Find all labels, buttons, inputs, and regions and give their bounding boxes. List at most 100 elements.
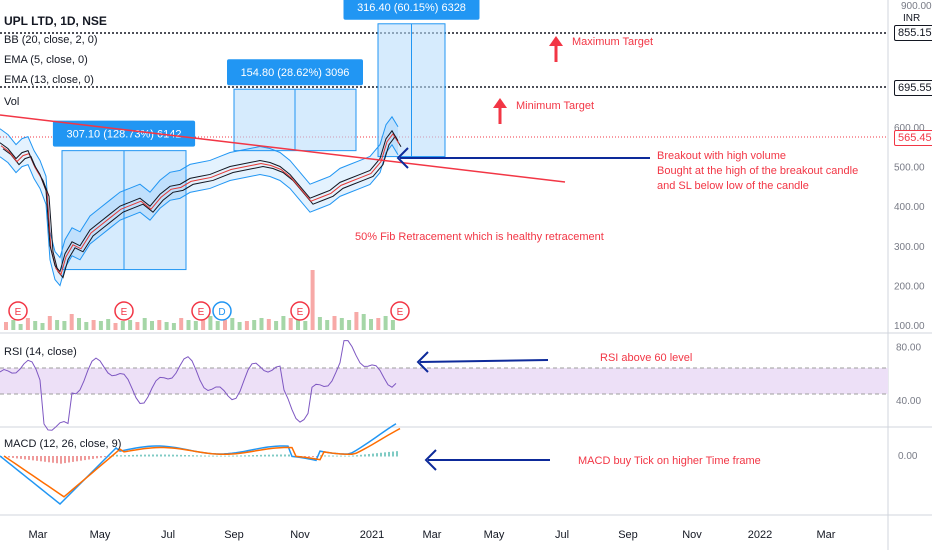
event-marker-1[interactable] — [114, 301, 134, 321]
macd-histogram-bar — [364, 454, 366, 457]
macd-histogram-bar — [344, 455, 346, 457]
macd-histogram-bar — [380, 452, 382, 457]
volume-bar — [252, 320, 257, 330]
macd-histogram-bar — [72, 456, 74, 462]
rsi-tick-80: 80.00 — [896, 342, 921, 353]
macd-histogram-bar — [184, 454, 186, 457]
volume-bar — [361, 314, 366, 330]
min-target-up-arrow[interactable] — [493, 98, 507, 124]
macd-histogram-bar — [204, 455, 206, 457]
event-marker-2[interactable] — [191, 301, 211, 321]
volume-bar — [142, 318, 147, 330]
macd-histogram-bar — [228, 455, 230, 457]
event-marker-label-4: E — [297, 307, 304, 318]
volume-bar — [4, 322, 8, 330]
max-target-price-badge[interactable]: 855.15 — [894, 25, 932, 41]
macd-histogram-bar — [324, 455, 326, 457]
macd-histogram-bar — [156, 454, 158, 457]
volume-bar — [230, 318, 235, 330]
volume-bar — [332, 316, 337, 330]
last-price-badge[interactable]: 565.45 — [894, 130, 932, 146]
time-tick-1: May — [90, 529, 111, 541]
macd-histogram-bar — [8, 456, 10, 458]
macd-histogram-bar — [104, 456, 106, 458]
macd-histogram-bar — [100, 456, 102, 458]
macd-histogram-bar — [348, 455, 350, 457]
macd-histogram-bar — [56, 456, 58, 464]
macd-histogram-bar — [368, 454, 370, 457]
volume-bar — [259, 318, 264, 330]
rsi-note-label: RSI above 60 level — [600, 352, 693, 364]
event-marker-0[interactable] — [8, 301, 28, 321]
macd-histogram-bar — [264, 454, 266, 457]
time-tick-5: 2021 — [360, 529, 384, 541]
macd-histogram-bar — [120, 455, 122, 457]
macd-histogram-bar — [236, 455, 238, 457]
breakout-label-3: and SL below low of the candle — [657, 180, 809, 192]
volume-bar — [215, 321, 220, 330]
volume-bar — [11, 320, 16, 330]
indicator-ema5[interactable]: EMA (5, close, 0) — [4, 54, 88, 66]
macd-histogram-bar — [200, 455, 202, 457]
macd-histogram-bar — [76, 456, 78, 462]
macd-histogram-bar — [276, 454, 278, 457]
macd-histogram-bar — [208, 455, 210, 457]
macd-histogram-bar — [304, 456, 306, 457]
indicator-ema13[interactable]: EMA (13, close, 0) — [4, 74, 94, 86]
descending-trendline[interactable] — [0, 114, 566, 183]
indicator-bb[interactable]: BB (20, close, 2, 0) — [4, 34, 98, 46]
volume-bar — [179, 318, 184, 330]
min-target-price-badge[interactable]: 695.55 — [894, 80, 932, 96]
macd-histogram-bar — [284, 454, 286, 457]
macd-histogram-bar — [192, 455, 194, 457]
macd-histogram-bar — [152, 454, 154, 457]
bb-fill — [0, 116, 398, 286]
macd-histogram-bar — [220, 455, 222, 457]
macd-histogram-bar — [124, 455, 126, 457]
macd-histogram-bar — [68, 456, 70, 463]
macd-histogram-bar — [88, 456, 90, 460]
bb-lower — [0, 143, 399, 287]
macd-histogram-bar — [36, 456, 38, 461]
volume-bar — [244, 321, 249, 330]
macd-histogram-bar — [144, 454, 146, 457]
volume-bar — [55, 320, 60, 330]
macd-histogram-bar — [244, 455, 246, 457]
volume-bar — [339, 318, 344, 330]
event-marker-5[interactable] — [390, 301, 410, 321]
signal-line[interactable] — [3, 427, 401, 498]
macd-histogram-bar — [80, 456, 82, 461]
price-line[interactable] — [0, 129, 399, 273]
macd-title[interactable]: MACD (12, 26, close, 9) — [4, 438, 122, 450]
volume-bar — [113, 323, 118, 330]
macd-histogram-bar — [164, 454, 166, 457]
volume-bar — [171, 323, 176, 330]
macd-histogram-bar — [240, 455, 242, 457]
indicator-vol[interactable]: Vol — [4, 96, 20, 108]
macd-histogram-bar — [280, 454, 282, 457]
macd-histogram-bar — [352, 455, 354, 457]
max-target-up-arrow[interactable] — [549, 36, 563, 62]
macd-histogram-bar — [376, 453, 378, 457]
volume-bar — [310, 270, 315, 330]
rsi-line[interactable] — [0, 340, 397, 431]
event-marker-4[interactable] — [290, 301, 310, 321]
rsi-arrow-line[interactable] — [419, 359, 549, 363]
volume-bar — [369, 319, 373, 330]
time-tick-4: Nov — [290, 529, 310, 541]
volume-bar — [237, 322, 242, 330]
macd-histogram-bar — [252, 455, 254, 457]
volume-bar — [296, 320, 300, 330]
event-marker-3[interactable] — [212, 301, 232, 321]
macd-histogram-bar — [320, 455, 322, 457]
rsi-title[interactable]: RSI (14, close) — [4, 346, 77, 358]
macd-line[interactable] — [0, 423, 397, 506]
macd-histogram-bar — [20, 456, 22, 459]
macd-histogram-bar — [52, 456, 54, 463]
event-marker-label-3: D — [218, 307, 225, 318]
macd-histogram-bar — [260, 454, 262, 457]
macd-histogram-bar — [140, 454, 142, 457]
macd-histogram-bar — [136, 454, 138, 457]
breakout-arrow-head — [396, 147, 409, 169]
